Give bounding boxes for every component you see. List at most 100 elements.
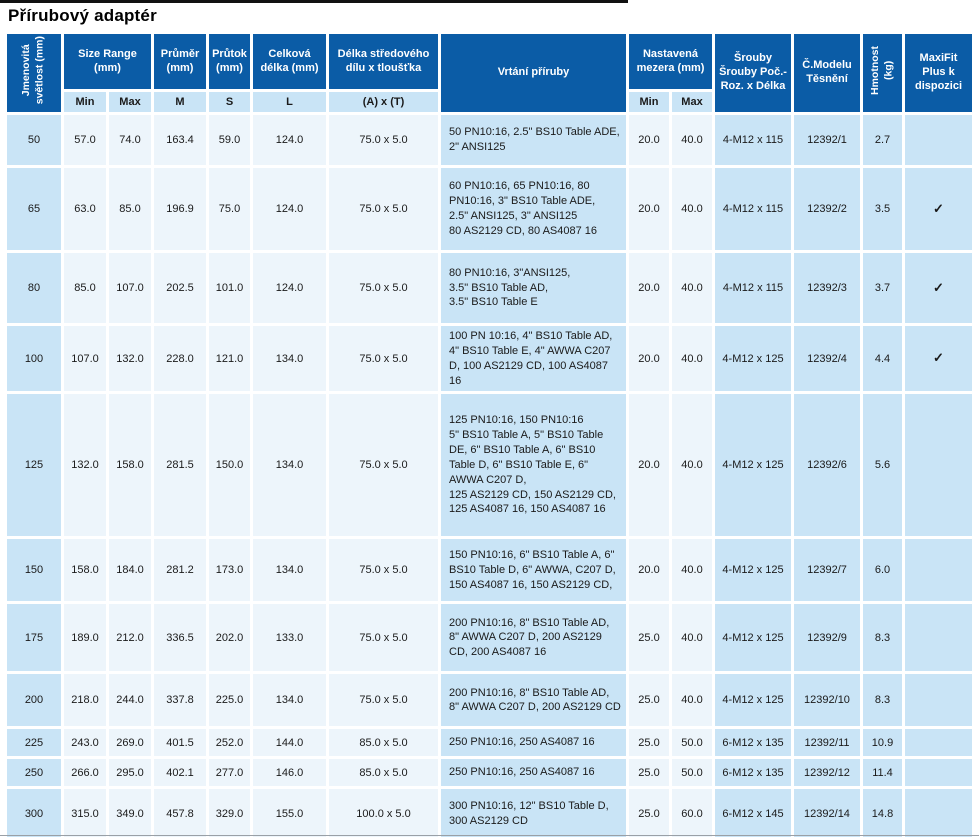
- cell-at: 75.0 x 5.0: [329, 674, 438, 727]
- cell-gmax: 40.0: [672, 539, 712, 602]
- cell-model: 12392/1: [794, 115, 860, 165]
- cell-maxifit: [905, 789, 972, 837]
- cell-dn: 200: [7, 674, 61, 727]
- cell-m: 402.1: [154, 759, 206, 787]
- cell-dn: 300: [7, 789, 61, 837]
- cell-max: 269.0: [109, 729, 151, 757]
- cell-drilling: 60 PN10:16, 65 PN10:16, 80 PN10:16, 3" B…: [441, 168, 626, 250]
- header-flow: Průtok (mm): [209, 34, 250, 89]
- cell-max: 132.0: [109, 326, 151, 392]
- cell-gmax: 50.0: [672, 729, 712, 757]
- cell-dn: 225: [7, 729, 61, 757]
- cell-gmax: 50.0: [672, 759, 712, 787]
- subheader-m: M: [154, 92, 206, 112]
- page-title: Přírubový adaptér: [8, 6, 157, 25]
- cell-s: 225.0: [209, 674, 250, 727]
- cell-at: 75.0 x 5.0: [329, 394, 438, 537]
- cell-l: 155.0: [253, 789, 326, 837]
- cell-drilling: 200 PN10:16, 8" BS10 Table AD, 8" AWWA C…: [441, 674, 626, 727]
- cell-gmin: 20.0: [629, 168, 669, 250]
- header-row-main: Jmenovitá světlost (mm) Size Range (mm) …: [7, 34, 972, 112]
- cell-s: 202.0: [209, 604, 250, 672]
- table-row: 65 63.0 85.0 196.9 75.0 124.0 75.0 x 5.0 60 PN1…: [7, 168, 972, 250]
- cell-l: 134.0: [253, 539, 326, 602]
- cell-model: 12392/4: [794, 326, 860, 392]
- cell-at: 75.0 x 5.0: [329, 253, 438, 323]
- cell-gmin: 20.0: [629, 394, 669, 537]
- cell-model: 12392/3: [794, 253, 860, 323]
- cell-model: 12392/9: [794, 604, 860, 672]
- cell-dn: 175: [7, 604, 61, 672]
- cell-min: 315.0: [64, 789, 106, 837]
- cell-maxifit: [905, 604, 972, 672]
- subheader-size-min: Min: [64, 92, 106, 112]
- cell-model: 12392/6: [794, 394, 860, 537]
- cell-drilling: 100 PN 10:16, 4" BS10 Table AD, 4" BS10 …: [441, 326, 626, 392]
- cell-gmin: 25.0: [629, 674, 669, 727]
- cell-bolts: 4-M12 x 125: [715, 539, 791, 602]
- subheader-gap-max: Max: [672, 92, 712, 112]
- cell-s: 75.0: [209, 168, 250, 250]
- table-row: 200 218.0 244.0 337.8 225.0 134.0 75.0 x 5.0 20…: [7, 674, 972, 727]
- cell-bolts: 4-M12 x 125: [715, 394, 791, 537]
- cell-drilling: 125 PN10:16, 150 PN10:16 5" BS10 Table A…: [441, 394, 626, 537]
- cell-l: 144.0: [253, 729, 326, 757]
- table-row: 250 266.0 295.0 402.1 277.0 146.0 85.0 x 5.0 25…: [7, 759, 972, 787]
- maxifit-check-icon: ✓: [905, 253, 972, 323]
- header-total-length: Celková délka (mm): [253, 34, 326, 89]
- cell-weight: 8.3: [863, 674, 902, 727]
- cell-weight: 3.5: [863, 168, 902, 250]
- maxifit-check-icon: ✓: [905, 326, 972, 392]
- cell-dn: 150: [7, 539, 61, 602]
- maxifit-check-icon: ✓: [905, 168, 972, 250]
- cell-s: 329.0: [209, 789, 250, 837]
- cell-m: 401.5: [154, 729, 206, 757]
- header-set-gap: Nastavená mezera (mm): [629, 34, 712, 89]
- cell-l: 134.0: [253, 674, 326, 727]
- cell-bolts: 4-M12 x 125: [715, 604, 791, 672]
- table-body: 50 57.0 74.0 163.4 59.0 124.0 75.0 x 5.0 50 PN1…: [7, 115, 972, 837]
- header-model-number: Č.Modelu Těsnění: [794, 34, 860, 112]
- cell-at: 85.0 x 5.0: [329, 729, 438, 757]
- cell-m: 281.2: [154, 539, 206, 602]
- cell-weight: 4.4: [863, 326, 902, 392]
- cell-m: 337.8: [154, 674, 206, 727]
- cell-max: 74.0: [109, 115, 151, 165]
- header-center-length: Délka středového dílu x tloušťka: [329, 34, 438, 89]
- cell-s: 173.0: [209, 539, 250, 602]
- cell-s: 277.0: [209, 759, 250, 787]
- bottom-rule: [0, 835, 979, 836]
- table-row: 300 315.0 349.0 457.8 329.0 155.0 100.0 x 5.0 3…: [7, 789, 972, 837]
- header-row-sub: Min Max M S L (A) x (T) Min Max: [7, 92, 972, 112]
- header-weight: Hmotnost (kg): [863, 34, 902, 112]
- header-nominal-bore: Jmenovitá světlost (mm): [7, 34, 61, 112]
- table-row: 225 243.0 269.0 401.5 252.0 144.0 85.0 x 5.0 25…: [7, 729, 972, 757]
- cell-dn: 65: [7, 168, 61, 250]
- cell-l: 133.0: [253, 604, 326, 672]
- cell-m: 202.5: [154, 253, 206, 323]
- cell-gmax: 40.0: [672, 168, 712, 250]
- cell-l: 134.0: [253, 394, 326, 537]
- cell-max: 295.0: [109, 759, 151, 787]
- subheader-size-max: Max: [109, 92, 151, 112]
- cell-m: 336.5: [154, 604, 206, 672]
- cell-max: 85.0: [109, 168, 151, 250]
- cell-bolts: 6-M12 x 135: [715, 759, 791, 787]
- cell-gmax: 40.0: [672, 115, 712, 165]
- cell-gmin: 25.0: [629, 789, 669, 837]
- cell-min: 266.0: [64, 759, 106, 787]
- cell-l: 124.0: [253, 168, 326, 250]
- cell-m: 228.0: [154, 326, 206, 392]
- cell-maxifit: [905, 539, 972, 602]
- cell-min: 63.0: [64, 168, 106, 250]
- cell-gmax: 40.0: [672, 253, 712, 323]
- cell-s: 150.0: [209, 394, 250, 537]
- cell-model: 12392/10: [794, 674, 860, 727]
- cell-drilling: 300 PN10:16, 12" BS10 Table D, 300 AS212…: [441, 789, 626, 837]
- cell-max: 244.0: [109, 674, 151, 727]
- cell-model: 12392/2: [794, 168, 860, 250]
- cell-at: 75.0 x 5.0: [329, 604, 438, 672]
- cell-min: 107.0: [64, 326, 106, 392]
- subheader-gap-min: Min: [629, 92, 669, 112]
- header-maxifit: MaxiFit Plus k dispozici: [905, 34, 972, 112]
